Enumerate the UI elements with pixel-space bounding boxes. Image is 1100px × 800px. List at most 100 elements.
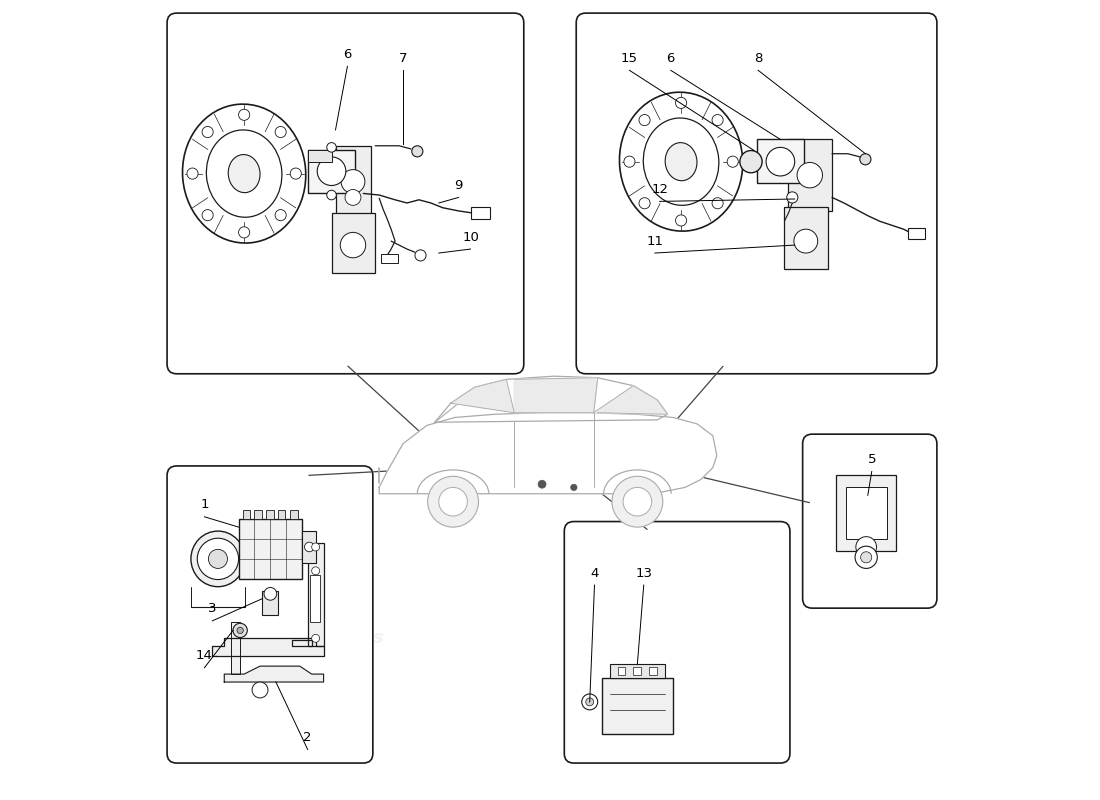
Circle shape [275, 210, 286, 221]
Circle shape [786, 192, 798, 203]
Bar [243, 510, 251, 519]
Circle shape [571, 484, 578, 490]
Circle shape [639, 114, 650, 126]
Text: 5: 5 [868, 453, 876, 466]
Circle shape [327, 142, 337, 152]
Bar [602, 678, 673, 734]
Bar [908, 228, 925, 238]
Bar [836, 475, 895, 551]
Circle shape [624, 156, 635, 167]
Text: 13: 13 [635, 566, 652, 580]
Text: 10: 10 [462, 230, 478, 244]
Bar [471, 207, 491, 219]
Text: 6: 6 [343, 48, 352, 61]
Circle shape [340, 232, 365, 258]
Polygon shape [212, 638, 323, 656]
Circle shape [311, 543, 320, 551]
Bar [239, 519, 302, 578]
Bar [634, 667, 641, 675]
Circle shape [411, 146, 422, 157]
FancyBboxPatch shape [167, 466, 373, 763]
Bar [290, 510, 298, 519]
Circle shape [252, 682, 268, 698]
Bar [308, 150, 355, 194]
Ellipse shape [207, 130, 282, 218]
Bar [331, 214, 375, 273]
Circle shape [317, 157, 345, 186]
Bar [263, 590, 278, 614]
Ellipse shape [183, 104, 306, 243]
Bar [310, 574, 320, 622]
Circle shape [290, 168, 301, 179]
Circle shape [766, 147, 794, 176]
Text: 14: 14 [196, 650, 213, 662]
Circle shape [712, 114, 723, 126]
Text: 6: 6 [667, 52, 675, 65]
Bar [302, 531, 317, 563]
Circle shape [585, 698, 594, 706]
Text: 4: 4 [591, 566, 598, 580]
Bar [277, 510, 286, 519]
Polygon shape [515, 378, 597, 413]
Polygon shape [451, 379, 515, 413]
Circle shape [740, 150, 762, 173]
Circle shape [538, 480, 546, 488]
Circle shape [233, 623, 248, 638]
Circle shape [675, 98, 686, 109]
Circle shape [439, 487, 468, 516]
Circle shape [855, 546, 878, 569]
Text: 11: 11 [647, 234, 663, 248]
Circle shape [415, 250, 426, 261]
Circle shape [612, 476, 663, 527]
Circle shape [264, 587, 277, 600]
Circle shape [860, 552, 872, 563]
Circle shape [311, 567, 320, 574]
Circle shape [197, 538, 239, 579]
Circle shape [311, 634, 320, 642]
Circle shape [860, 154, 871, 165]
Circle shape [794, 229, 817, 253]
Bar [266, 510, 274, 519]
Circle shape [236, 627, 243, 634]
Circle shape [275, 126, 286, 138]
Circle shape [327, 190, 337, 200]
Polygon shape [379, 413, 717, 494]
Text: eurospares: eurospares [668, 224, 782, 242]
FancyBboxPatch shape [564, 522, 790, 763]
Bar [617, 667, 626, 675]
Circle shape [675, 215, 686, 226]
Text: 15: 15 [620, 52, 638, 65]
Circle shape [208, 550, 228, 569]
Text: 3: 3 [208, 602, 217, 615]
Text: 1: 1 [200, 498, 209, 511]
Polygon shape [434, 376, 668, 422]
Circle shape [639, 198, 650, 209]
Ellipse shape [644, 118, 719, 206]
Bar [254, 510, 262, 519]
Circle shape [798, 162, 823, 188]
Circle shape [202, 210, 213, 221]
Ellipse shape [619, 92, 742, 231]
Circle shape [202, 126, 213, 138]
Circle shape [239, 227, 250, 238]
Circle shape [428, 476, 478, 527]
Text: 7: 7 [399, 52, 407, 65]
Circle shape [187, 168, 198, 179]
FancyBboxPatch shape [167, 13, 524, 374]
Text: 12: 12 [651, 183, 668, 196]
Circle shape [582, 694, 597, 710]
Bar [308, 543, 323, 646]
Circle shape [345, 190, 361, 206]
Circle shape [727, 156, 738, 167]
Bar [609, 664, 666, 678]
Bar [336, 146, 372, 218]
Circle shape [305, 542, 315, 552]
Bar [308, 150, 331, 162]
Bar [649, 667, 658, 675]
Circle shape [239, 110, 250, 120]
Ellipse shape [666, 142, 697, 181]
Circle shape [856, 537, 877, 558]
Circle shape [341, 170, 365, 194]
Polygon shape [594, 386, 668, 414]
Text: eurospares: eurospares [572, 630, 686, 647]
